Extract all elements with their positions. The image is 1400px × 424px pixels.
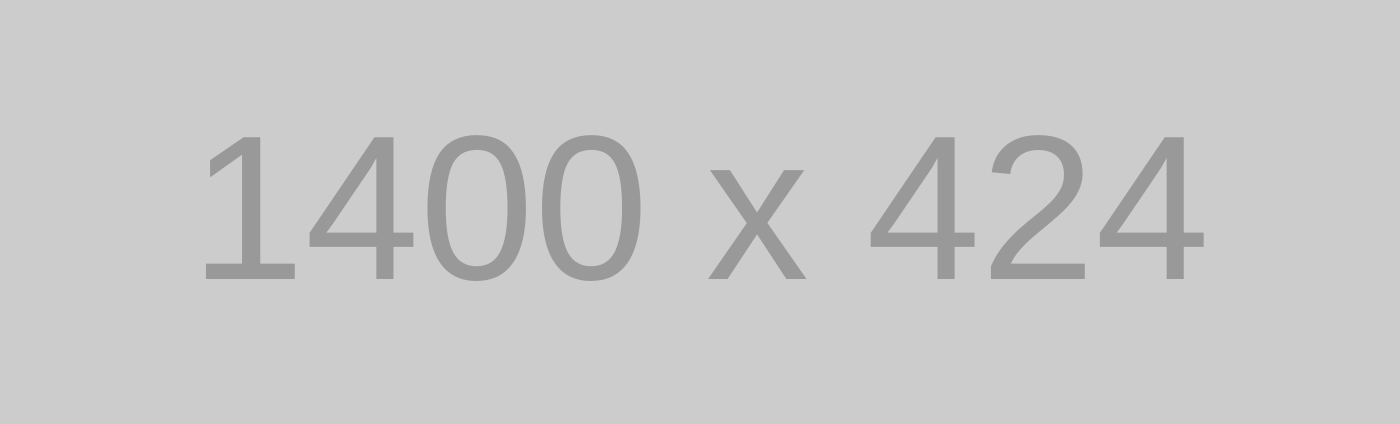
placeholder-dimensions-label: 1400 x 424 bbox=[190, 93, 1210, 323]
